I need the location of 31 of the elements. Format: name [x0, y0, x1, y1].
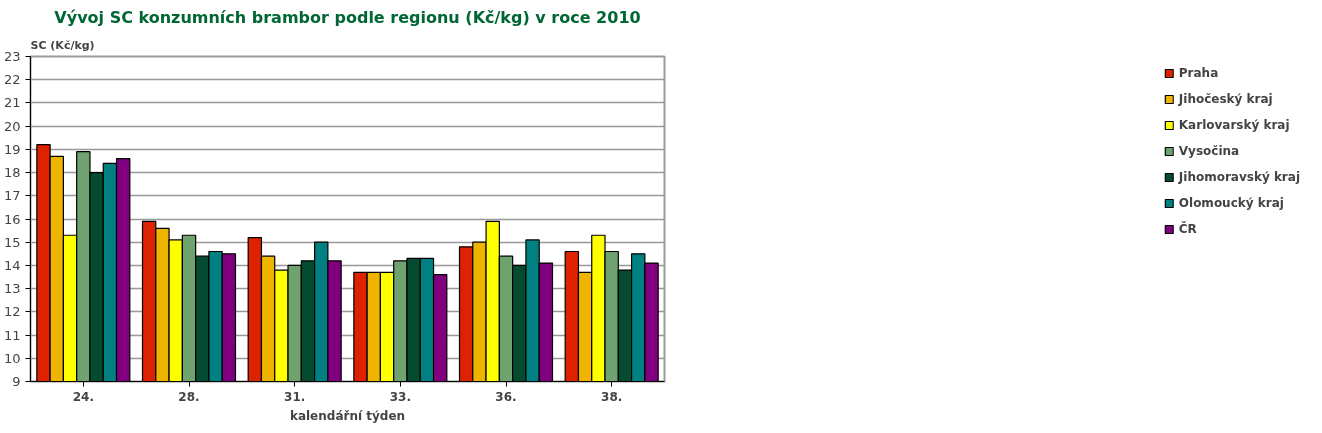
y-tick-label: 23 [3, 49, 21, 64]
y-tick-label: 16 [3, 211, 21, 227]
legend-label: Olomoucký kraj [1178, 196, 1284, 210]
y-tick-label: 20 [3, 118, 21, 134]
legend-label: Jihočeský kraj [1178, 92, 1273, 106]
x-tick-label: 33. [389, 389, 411, 404]
y-tick-label: 15 [3, 234, 21, 250]
y-tick-label: 11 [3, 327, 21, 343]
legend-label: Karlovarský kraj [1178, 118, 1290, 132]
y-tick-label: 12 [3, 304, 21, 320]
x-axis-title: kalendářní týden [289, 408, 406, 423]
x-tick-label: 28. [178, 389, 200, 404]
y-tick-label: 22 [3, 72, 21, 88]
legend-label: Jihomoravský kraj [1178, 170, 1300, 184]
x-tick-label: 31. [284, 389, 306, 404]
y-tick-label: 13 [3, 281, 21, 297]
x-tick-label: 36. [495, 389, 517, 404]
x-tick-label: 38. [601, 389, 623, 404]
chart-title: Vývoj SC konzumních brambor podle regionu (Kč/kg) v roce 2010 [54, 7, 641, 27]
y-tick-label: 10 [3, 350, 21, 366]
y-tick-label: 9 [12, 374, 21, 389]
y-tick-label: 21 [3, 95, 21, 111]
legend-label: Praha [1178, 66, 1219, 80]
y-tick-label: 18 [3, 165, 21, 181]
legend-label: ČR [1178, 222, 1198, 236]
y-axis-title: SC (Kč/kg) [30, 38, 95, 52]
y-tick-label: 17 [3, 188, 21, 204]
y-tick-label: 19 [3, 141, 21, 157]
x-tick-label: 24. [72, 389, 94, 404]
legend-label: Vysočina [1178, 144, 1240, 158]
y-tick-label: 14 [3, 257, 21, 273]
